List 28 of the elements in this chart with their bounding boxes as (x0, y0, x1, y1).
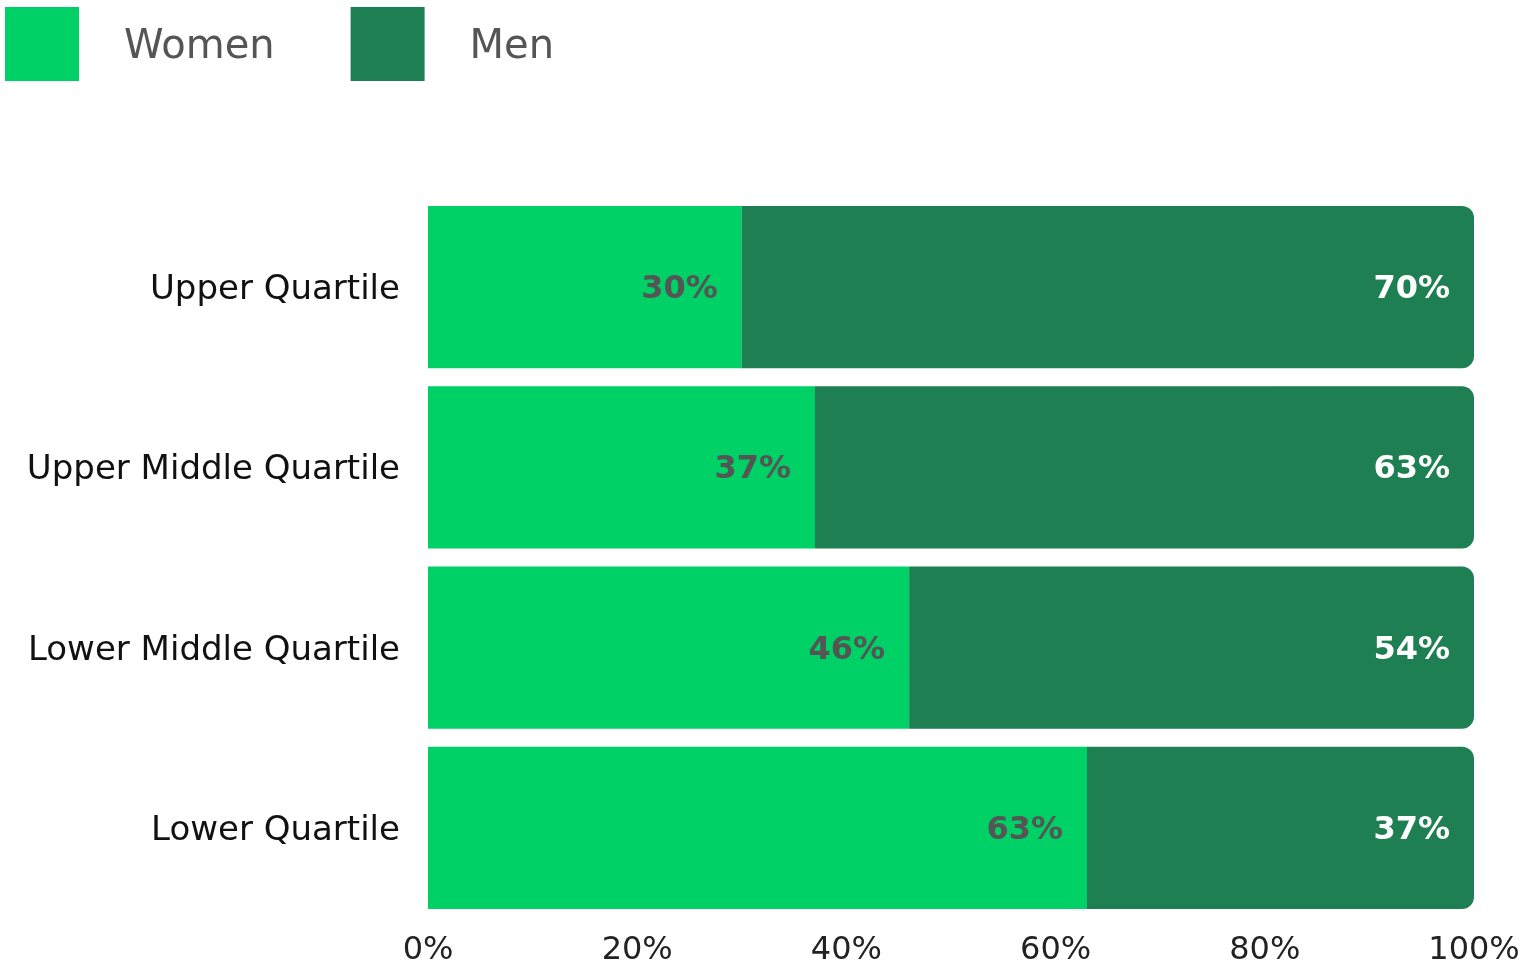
bar (428, 746, 1087, 909)
data-label: 37% (714, 448, 792, 487)
bar (741, 206, 1474, 369)
bar (815, 386, 1474, 549)
data-label: 63% (986, 808, 1063, 847)
data-label: 63% (1373, 448, 1450, 487)
y-tick-label: Upper Quartile (149, 267, 400, 308)
y-tick-label: Lower Quartile (151, 807, 400, 848)
data-label: 37% (1373, 808, 1450, 847)
x-tick-label: 40% (810, 929, 882, 967)
bar (1086, 746, 1474, 909)
y-tick-label: Lower Middle Quartile (27, 627, 400, 668)
legend-label: Women (124, 21, 275, 67)
legend-label: Men (469, 21, 555, 67)
x-tick-label: 100% (1428, 929, 1520, 967)
bar (428, 566, 910, 729)
x-tick-label: 60% (1020, 929, 1092, 967)
y-tick-label: Upper Middle Quartile (26, 447, 400, 488)
x-tick-label: 80% (1229, 929, 1301, 967)
x-tick-label: 0% (402, 929, 454, 967)
data-label: 46% (808, 628, 886, 667)
bar (428, 206, 742, 369)
data-label: 54% (1373, 628, 1450, 667)
data-label: 30% (641, 268, 718, 307)
bar (909, 566, 1474, 729)
data-label: 70% (1373, 268, 1450, 307)
bar (428, 386, 816, 549)
x-tick-label: 20% (601, 929, 673, 967)
